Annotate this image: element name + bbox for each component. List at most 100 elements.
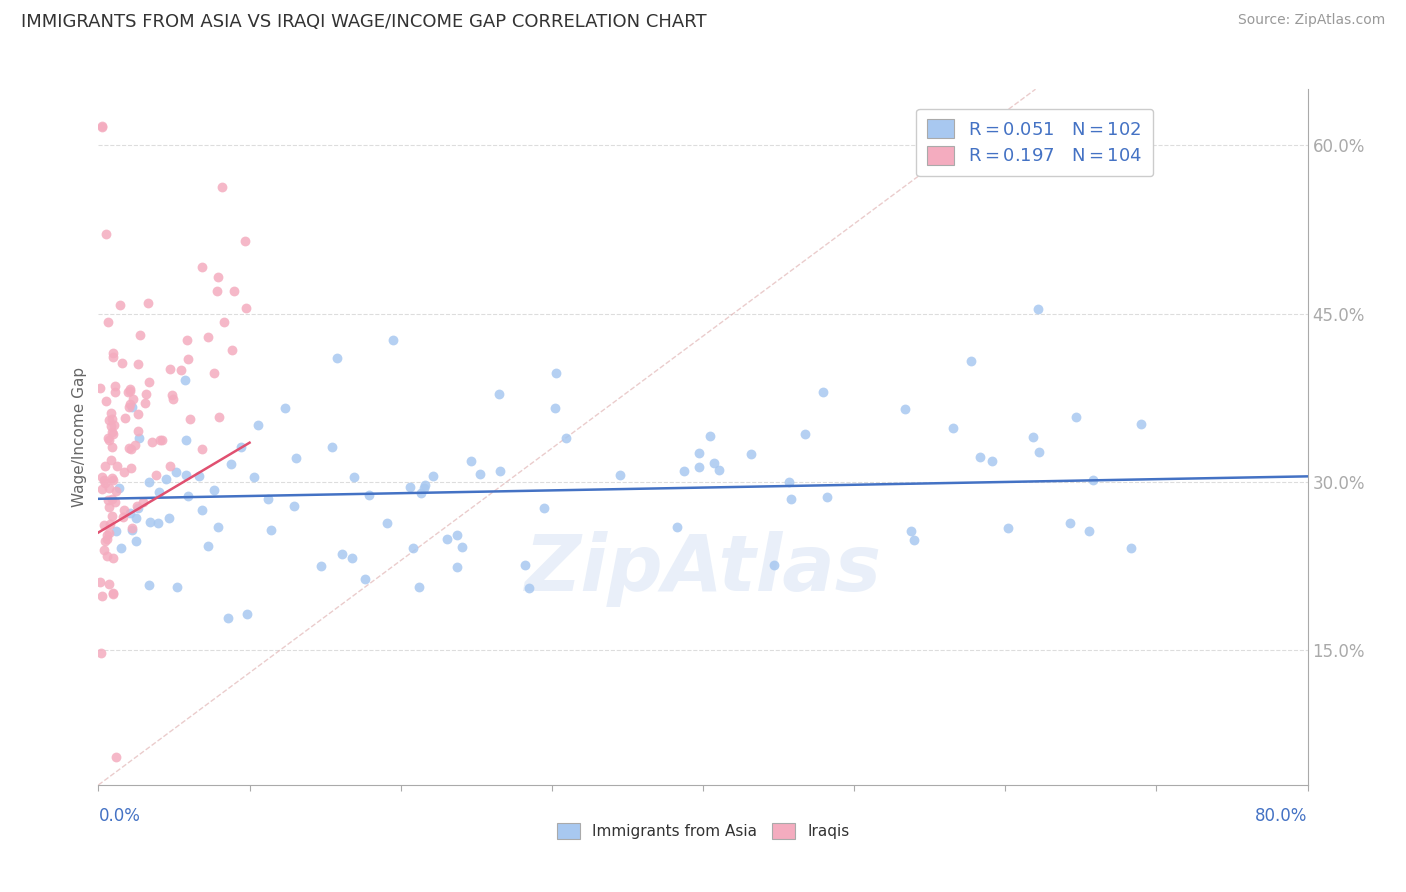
Point	[118, 442, 141, 456]
Point	[96, 549, 118, 563]
Point	[96, 227, 118, 241]
Point	[489, 464, 512, 478]
Point	[97, 433, 120, 447]
Point	[141, 435, 163, 450]
Point	[235, 301, 257, 316]
Point	[197, 539, 219, 553]
Point	[236, 607, 259, 621]
Point	[179, 412, 201, 426]
Point	[170, 363, 193, 377]
Point	[1028, 444, 1050, 458]
Point	[128, 431, 150, 445]
Point	[555, 431, 578, 445]
Point	[450, 540, 472, 554]
Point	[114, 411, 136, 425]
Point	[118, 382, 141, 396]
Point	[125, 499, 148, 513]
Point	[97, 315, 120, 329]
Point	[101, 586, 124, 600]
Point	[149, 434, 172, 448]
Point	[1066, 409, 1088, 424]
Point	[101, 346, 124, 360]
Point	[90, 469, 112, 483]
Point	[111, 356, 134, 370]
Point	[134, 395, 156, 409]
Point	[942, 421, 965, 435]
Point	[969, 450, 991, 465]
Point	[402, 541, 425, 555]
Point	[488, 387, 510, 401]
Point	[165, 465, 187, 479]
Point	[460, 454, 482, 468]
Point	[129, 328, 152, 343]
Point	[413, 478, 436, 492]
Point	[207, 284, 229, 298]
Legend: Immigrants from Asia, Iraqis: Immigrants from Asia, Iraqis	[548, 815, 858, 847]
Point	[104, 379, 127, 393]
Point	[176, 334, 198, 348]
Point	[112, 465, 135, 479]
Point	[94, 533, 117, 548]
Point	[409, 486, 432, 500]
Point	[94, 458, 117, 473]
Point	[763, 558, 786, 572]
Point	[382, 333, 405, 347]
Point	[221, 343, 243, 358]
Point	[325, 351, 347, 365]
Point	[112, 510, 135, 524]
Point	[127, 357, 149, 371]
Point	[242, 469, 264, 483]
Point	[357, 488, 380, 502]
Point	[436, 532, 458, 546]
Point	[105, 750, 128, 764]
Point	[108, 481, 131, 495]
Point	[93, 473, 115, 487]
Point	[260, 523, 283, 537]
Point	[157, 511, 180, 525]
Point	[101, 509, 124, 524]
Point	[231, 440, 253, 454]
Point	[105, 458, 128, 473]
Point	[124, 534, 146, 549]
Point	[118, 400, 141, 414]
Point	[375, 516, 398, 531]
Point	[219, 457, 242, 471]
Point	[145, 468, 167, 483]
Point	[89, 574, 111, 589]
Point	[103, 417, 125, 432]
Point	[138, 375, 160, 389]
Point	[517, 581, 540, 595]
Point	[108, 298, 131, 312]
Point	[104, 495, 127, 509]
Point	[118, 397, 141, 411]
Text: ZipAtlas: ZipAtlas	[524, 532, 882, 607]
Y-axis label: Wage/Income Gap: Wage/Income Gap	[72, 367, 87, 508]
Point	[257, 492, 280, 507]
Point	[93, 542, 115, 557]
Point	[112, 502, 135, 516]
Point	[117, 384, 139, 399]
Point	[408, 580, 430, 594]
Point	[91, 120, 114, 134]
Point	[135, 386, 157, 401]
Point	[1083, 474, 1105, 488]
Point	[191, 503, 214, 517]
Point	[815, 490, 838, 504]
Point	[100, 418, 122, 433]
Point	[94, 476, 117, 491]
Point	[446, 559, 468, 574]
Point	[321, 440, 343, 454]
Point	[673, 464, 696, 478]
Point	[609, 468, 631, 483]
Point	[707, 463, 730, 477]
Point	[997, 521, 1019, 535]
Point	[340, 551, 363, 566]
Point	[811, 385, 834, 400]
Point	[413, 481, 436, 495]
Point	[120, 442, 142, 456]
Point	[97, 493, 120, 508]
Point	[422, 468, 444, 483]
Point	[127, 500, 149, 515]
Point	[191, 260, 214, 275]
Point	[191, 442, 214, 457]
